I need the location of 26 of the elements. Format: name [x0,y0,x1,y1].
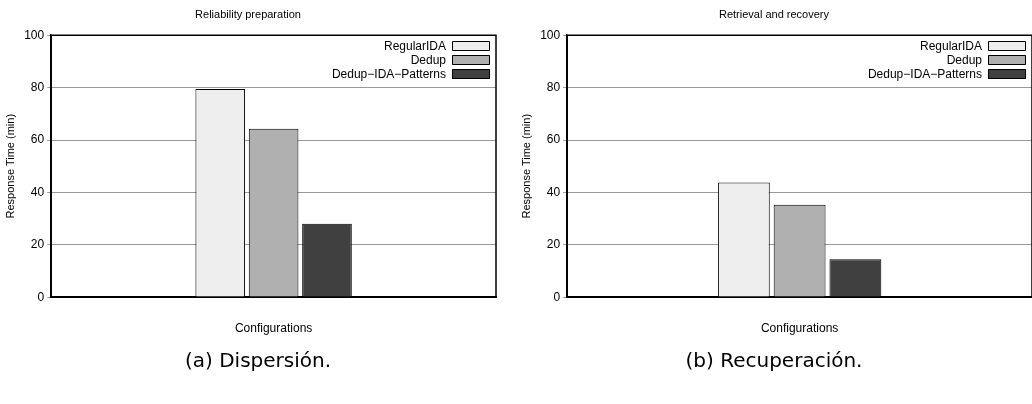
y-tick-label: 100 [24,27,45,42]
y-tick-label: 100 [540,27,561,42]
y-tick-label: 80 [30,79,45,94]
legend-label: Dedup [946,52,983,67]
y-tick-label: 0 [37,289,45,304]
y-tick-label: 40 [546,184,561,199]
legend-label: RegularIDA [919,38,982,53]
text: (b) Recuperación. [684,348,864,372]
y-axis-title: Response Time (min) [519,113,532,219]
text: (a) Dispersión. [183,348,333,372]
chart-title: Reliability preparation [195,7,301,20]
y-axis-title: Response Time (min) [3,113,16,219]
y-tick-label: 60 [30,132,45,147]
y-tick-label: 40 [30,184,45,199]
legend-label: Dedup [410,52,447,67]
x-axis-title: Configurations [234,321,313,336]
x-axis-title: Configurations [760,321,839,336]
y-tick-label: 80 [546,79,561,94]
chart-title: Retrieval and recovery [718,7,830,20]
y-tick-label: 20 [30,237,45,252]
y-tick-label: 0 [553,289,561,304]
legend-label: Dedup−IDA−Patterns [867,66,982,81]
legend-label: Dedup−IDA−Patterns [331,66,446,81]
legend-label: RegularIDA [383,38,446,53]
y-tick-label: 20 [546,237,561,252]
y-tick-label: 60 [546,132,561,147]
